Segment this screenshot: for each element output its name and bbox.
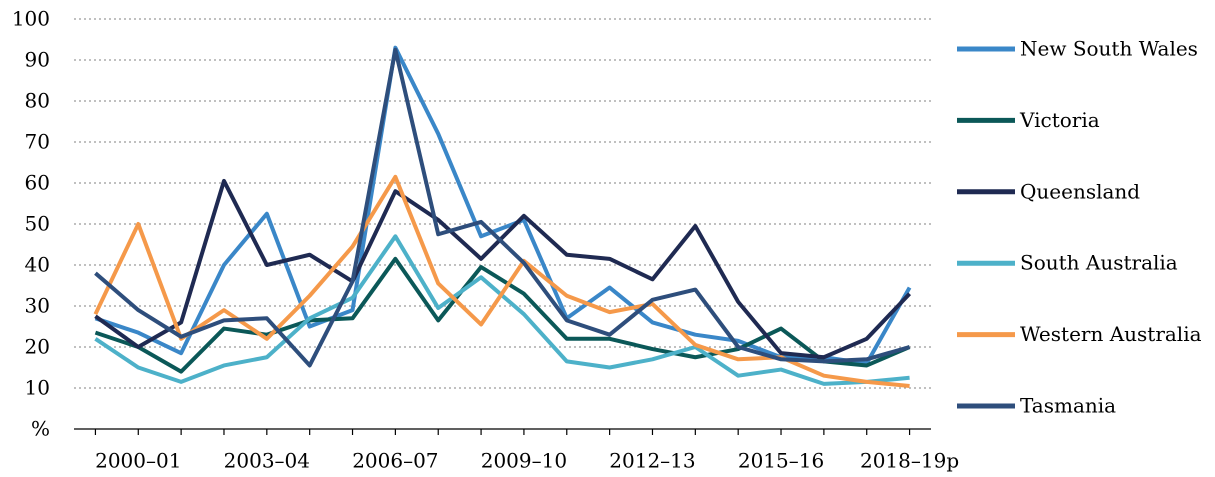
y-tick-label: 20	[25, 335, 50, 359]
x-tick-label: 2003–04	[224, 449, 310, 473]
legend-label: Western Australia	[1020, 322, 1202, 346]
x-tick-label: 2009–10	[481, 449, 567, 473]
x-tick-label: 2012–13	[609, 449, 695, 473]
legend-label: Tasmania	[1020, 394, 1116, 418]
series-line	[94, 47, 911, 368]
legend-label: New South Wales	[1020, 37, 1198, 61]
y-tick-label: 40	[25, 253, 50, 277]
y-tick-label: 80	[25, 89, 50, 113]
y-tick-label: 70	[25, 130, 50, 154]
x-tick-label: 2000–01	[95, 449, 181, 473]
series-line	[94, 178, 912, 360]
y-tick-label: 100	[12, 7, 50, 31]
x-tick-label: 2018–19p	[860, 449, 959, 473]
legend-label: Victoria	[1019, 108, 1100, 132]
y-tick-label: 50	[25, 212, 50, 236]
y-tick-label: 30	[25, 294, 50, 318]
y-tick-label: %	[31, 417, 50, 441]
x-tick-label: 2006–07	[352, 449, 438, 473]
legend-label: South Australia	[1020, 251, 1178, 275]
y-tick-label: 90	[25, 48, 50, 72]
y-tick-label: 60	[25, 171, 50, 195]
y-tick-label: 10	[25, 376, 50, 400]
series-line	[94, 256, 911, 374]
x-tick-label: 2015–16	[738, 449, 824, 473]
series-line	[94, 45, 912, 366]
legend-label: Queensland	[1020, 179, 1140, 203]
